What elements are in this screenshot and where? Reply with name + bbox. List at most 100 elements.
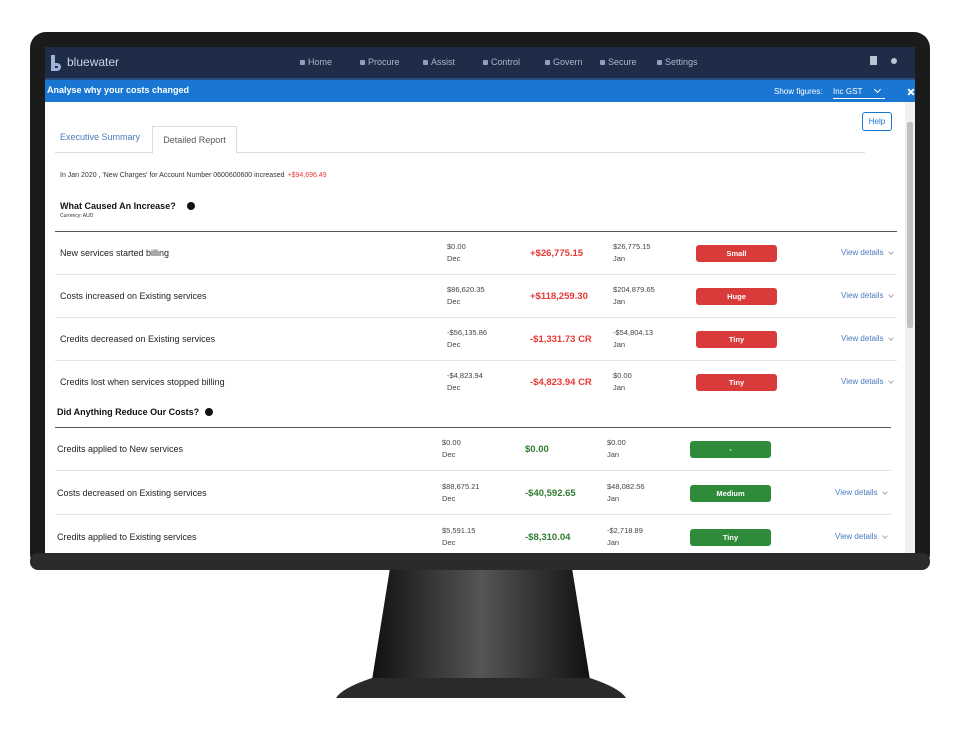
row-divider	[55, 274, 897, 275]
chevron	[882, 489, 888, 495]
banner	[45, 80, 915, 102]
view-details[interactable]: View details	[841, 291, 884, 300]
next-month: Jan	[613, 383, 626, 392]
nav-item[interactable]: Govern	[553, 57, 583, 67]
prev-value: -$56,135.86	[447, 328, 488, 337]
row-divider	[55, 514, 891, 515]
row-divider	[55, 360, 897, 361]
chevron	[882, 533, 888, 539]
monitor-stand	[372, 568, 590, 680]
chevron	[888, 249, 894, 255]
size-badge: Tiny	[696, 374, 777, 391]
prev-month: Dec	[442, 494, 456, 503]
figures-select[interactable]: Inc GST	[833, 87, 885, 99]
next-value: -$2,718.89	[607, 526, 643, 535]
change-value: -$1,331.73 CR	[530, 334, 592, 345]
logo-mark	[51, 63, 61, 71]
change-value: -$40,592.65	[525, 488, 576, 499]
nav-icon	[423, 60, 428, 65]
view-details[interactable]: View details	[841, 248, 884, 257]
size-badge: Tiny	[696, 331, 777, 348]
nav-bar	[45, 47, 915, 78]
user-icon[interactable]	[891, 58, 897, 64]
change-value: +$118,259.30	[530, 291, 588, 302]
monitor-base	[336, 678, 626, 698]
help-button[interactable]: Help	[862, 112, 892, 131]
row-label: Credits lost when services stopped billi…	[60, 377, 225, 387]
section-rule	[55, 427, 891, 428]
nav-item[interactable]: Control	[491, 57, 521, 67]
currency: Currency: AUD	[60, 213, 94, 219]
tab-active[interactable]: Detailed Report	[152, 126, 237, 154]
next-value: -$54,804.13	[613, 328, 654, 337]
prev-value: -$4,823.94	[447, 371, 483, 380]
section-title: What Caused An Increase?	[60, 201, 176, 211]
row-label: Credits applied to New services	[57, 444, 184, 454]
prev-month: Dec	[447, 254, 461, 263]
size-badge: -	[690, 441, 771, 458]
prev-month: Dec	[442, 450, 456, 459]
chevron	[888, 335, 894, 341]
nav-icon	[600, 60, 605, 65]
bookmark-icon[interactable]	[870, 56, 877, 65]
screen: bluewater Home Procure Assist Control Govern S…	[45, 47, 915, 553]
next-value: $0.00	[613, 371, 632, 380]
scroll-thumb[interactable]	[907, 122, 913, 328]
nav-icon	[657, 60, 662, 65]
nav-item[interactable]: Settings	[665, 57, 698, 67]
view-details[interactable]: View details	[835, 488, 878, 497]
prev-value: $88,675.21	[442, 482, 480, 491]
change-value: $0.00	[525, 444, 549, 455]
prev-month: Dec	[442, 538, 456, 547]
next-value: $26,775.15	[613, 242, 651, 251]
nav-item[interactable]: Home	[308, 57, 333, 67]
tab-line	[55, 152, 865, 153]
banner-title: Analyse why your costs changed	[47, 85, 190, 95]
info-icon[interactable]	[187, 202, 195, 210]
row-label: Costs increased on Existing services	[60, 291, 207, 301]
prev-month: Dec	[447, 340, 461, 349]
view-details[interactable]: View details	[835, 532, 878, 541]
next-month: Jan	[613, 340, 626, 349]
change-value: -$8,310.04	[525, 532, 571, 543]
summary: In Jan 2020 , 'New Charges' for Account …	[60, 172, 327, 179]
view-details[interactable]: View details	[841, 377, 884, 386]
size-badge: Small	[696, 245, 777, 262]
tab[interactable]: Executive Summary	[60, 132, 141, 142]
next-value: $48,082.56	[607, 482, 645, 491]
nav-icon	[483, 60, 488, 65]
row-label: Credits decreased on Existing services	[60, 334, 216, 344]
row-label: Credits applied to Existing services	[57, 532, 197, 542]
nav-icon	[545, 60, 550, 65]
prev-month: Dec	[447, 383, 461, 392]
nav-item[interactable]: Secure	[608, 57, 637, 67]
prev-value: $0.00	[447, 242, 466, 251]
brand[interactable]: bluewater	[67, 55, 120, 69]
figures-label: Show figures:	[774, 87, 823, 96]
section-rule	[55, 231, 897, 232]
chevron	[888, 292, 894, 298]
prev-value: $5,591.15	[442, 526, 476, 535]
view-details[interactable]: View details	[841, 334, 884, 343]
chevron	[888, 378, 894, 384]
prev-month: Dec	[447, 297, 461, 306]
summary-amount: +$94,696.49	[287, 172, 327, 179]
next-month: Jan	[607, 538, 620, 547]
next-month: Jan	[607, 494, 620, 503]
nav-item[interactable]: Assist	[431, 57, 456, 67]
change-value: +$26,775.15	[530, 248, 584, 259]
info-icon[interactable]	[205, 408, 213, 416]
next-month: Jan	[607, 450, 620, 459]
row-divider	[55, 317, 897, 318]
size-badge: Medium	[690, 485, 771, 502]
nav-strip	[45, 78, 915, 81]
nav-icon	[300, 60, 305, 65]
next-value: $204,879.65	[613, 285, 655, 294]
change-value: -$4,823.94 CR	[530, 377, 592, 388]
nav-item[interactable]: Procure	[368, 57, 400, 67]
prev-value: $0.00	[442, 438, 461, 447]
size-badge: Huge	[696, 288, 777, 305]
next-month: Jan	[613, 254, 626, 263]
size-badge: Tiny	[690, 529, 771, 546]
